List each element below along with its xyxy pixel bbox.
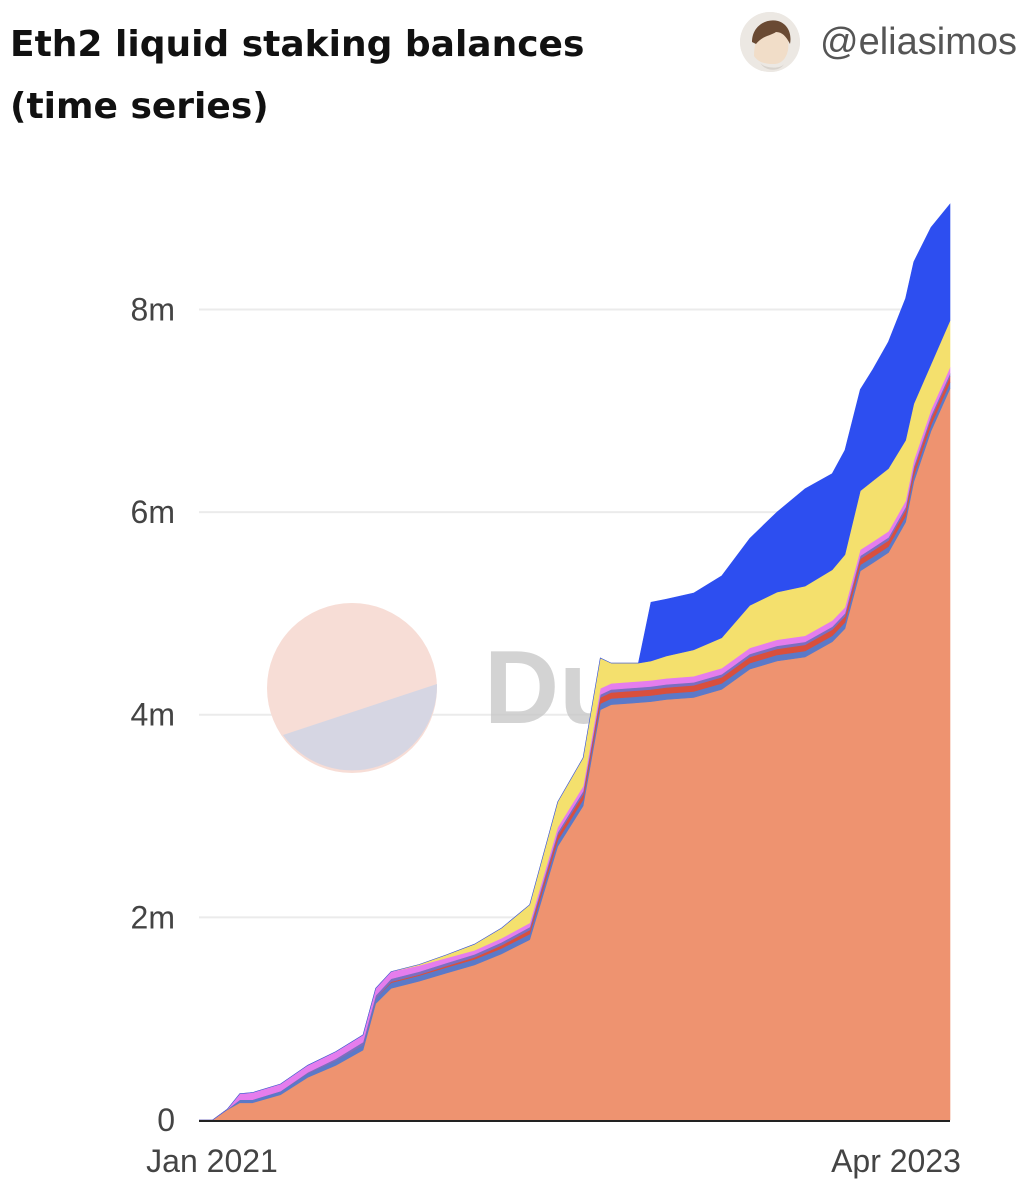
x-tick-label-start: Jan 2021 bbox=[146, 1143, 278, 1179]
y-tick-label: 0 bbox=[157, 1102, 175, 1138]
area-series bbox=[199, 203, 951, 1121]
dune-logo-lower-half bbox=[283, 684, 438, 771]
y-tick-label: 8m bbox=[131, 291, 175, 327]
y-tick-label: 2m bbox=[131, 899, 175, 935]
user-avatar-icon[interactable] bbox=[740, 12, 801, 72]
chart-title: Eth2 liquid staking balances (time serie… bbox=[10, 24, 585, 127]
y-tick-label: 4m bbox=[131, 697, 175, 733]
author-block[interactable]: @eliasimos bbox=[740, 10, 1017, 74]
author-handle[interactable]: @eliasimos bbox=[820, 20, 1017, 63]
area-series-7 bbox=[199, 203, 951, 1121]
y-tick-label: 6m bbox=[131, 494, 175, 530]
axes: 0 2m 4m 6m 8m Jan 2021 Apr 2023 bbox=[131, 291, 961, 1179]
x-tick-label-end: Apr 2023 bbox=[831, 1143, 961, 1179]
chart-header: Eth2 liquid staking balances (time serie… bbox=[0, 0, 1023, 150]
